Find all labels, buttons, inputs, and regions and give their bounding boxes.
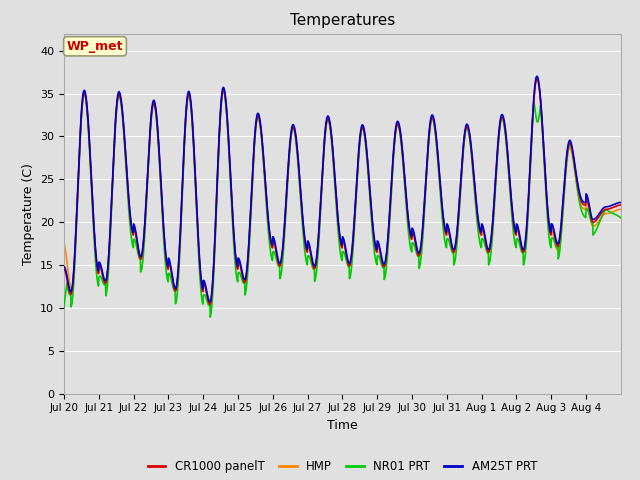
CR1000 panelT <box>533 76 541 82</box>
NR01 PRT <box>617 215 625 220</box>
Title: Temperatures: Temperatures <box>290 13 395 28</box>
AM25T PRT <box>609 202 617 208</box>
NR01 PRT <box>510 236 518 242</box>
HMP <box>116 92 124 98</box>
AM25T PRT <box>510 221 518 227</box>
AM25T PRT <box>376 245 384 251</box>
HMP <box>617 206 625 212</box>
HMP <box>510 224 518 229</box>
Text: WP_met: WP_met <box>67 40 124 53</box>
AM25T PRT <box>60 264 68 270</box>
NR01 PRT <box>376 257 384 263</box>
NR01 PRT <box>609 211 617 216</box>
AM25T PRT <box>533 73 541 79</box>
AM25T PRT <box>617 200 625 205</box>
NR01 PRT <box>542 187 550 192</box>
CR1000 panelT <box>510 224 518 229</box>
Legend: CR1000 panelT, HMP, NR01 PRT, AM25T PRT: CR1000 panelT, HMP, NR01 PRT, AM25T PRT <box>143 456 542 478</box>
AM25T PRT <box>116 90 124 96</box>
CR1000 panelT <box>542 179 550 185</box>
X-axis label: Time: Time <box>327 419 358 432</box>
NR01 PRT <box>60 305 68 311</box>
Line: HMP: HMP <box>64 79 621 304</box>
AM25T PRT <box>236 259 244 264</box>
NR01 PRT <box>206 314 214 320</box>
CR1000 panelT <box>116 92 124 98</box>
Line: CR1000 panelT: CR1000 panelT <box>64 79 621 304</box>
HMP <box>206 301 214 307</box>
HMP <box>533 76 541 82</box>
HMP <box>236 261 244 267</box>
Y-axis label: Temperature (C): Temperature (C) <box>22 163 35 264</box>
NR01 PRT <box>220 87 227 93</box>
CR1000 panelT <box>236 261 244 267</box>
Line: AM25T PRT: AM25T PRT <box>64 76 621 302</box>
CR1000 panelT <box>617 202 625 208</box>
HMP <box>542 179 550 185</box>
HMP <box>60 240 68 247</box>
HMP <box>376 248 384 254</box>
AM25T PRT <box>542 176 550 182</box>
AM25T PRT <box>206 299 214 305</box>
CR1000 panelT <box>376 248 384 254</box>
Line: NR01 PRT: NR01 PRT <box>64 90 621 317</box>
NR01 PRT <box>116 93 124 98</box>
CR1000 panelT <box>609 204 617 210</box>
CR1000 panelT <box>60 266 68 272</box>
HMP <box>609 209 617 215</box>
CR1000 panelT <box>206 301 214 307</box>
NR01 PRT <box>236 271 244 277</box>
